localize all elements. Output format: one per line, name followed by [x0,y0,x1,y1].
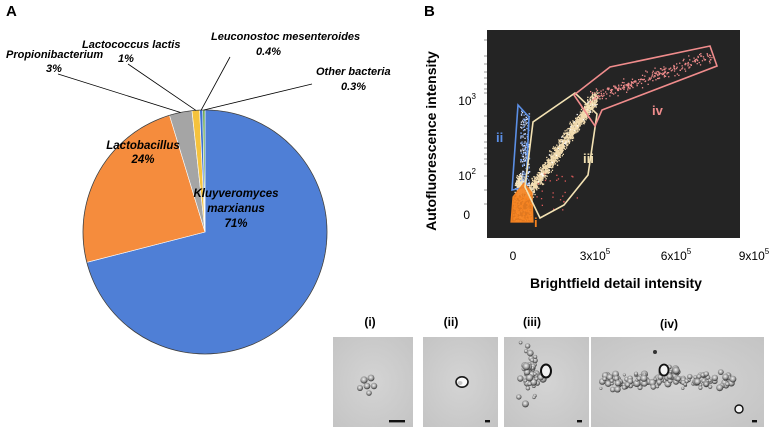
micrograph-iii [504,337,589,427]
x-tick-0: 0 [510,249,517,263]
label-lactobacillus: Lactobacillus [106,140,180,152]
pie-leader-lines [58,57,312,113]
panel-b-letter: B [424,3,435,20]
x-tick-3e5: 3x105 [580,247,611,263]
label-leuconostoc: Leuconostoc mesenteroides [211,31,360,43]
pct-lactococcus: 1% [118,53,134,65]
y-tick-0: 0 [463,208,470,222]
caption-ii: (ii) [444,315,459,329]
gate-iii-label: iii [583,151,594,166]
caption-i: (i) [364,315,375,329]
x-axis-title: Brightfield detail intensity [530,275,702,291]
micrograph-iv [591,337,764,427]
label-other-bacteria: Other bacteria [316,66,391,78]
pct-leuconostoc: 0.4% [256,46,281,58]
leader-line-leuconostoc-mesenteroides [201,57,230,110]
scale-bar-ii [485,420,490,422]
pct-kluyveromyces: 71% [224,218,247,230]
gate-iv-label: iv [652,103,664,118]
micrograph-ii [423,337,498,427]
leader-line-lactococcus-lactis [128,64,196,110]
pct-lactobacillus: 24% [130,154,154,166]
scale-bar-iii [577,420,582,422]
scale-bar-i [389,420,405,422]
y-axis-title: Autofluorescence intensity [423,51,439,231]
y-axis-minor-ticks [484,40,487,204]
micrograph-i [333,337,413,427]
gate-i-label: i [534,215,538,230]
leader-line-other-bacteria [204,84,312,110]
scale-bar-iv [752,420,757,422]
x-tick-9e5: 9x105 [739,247,770,263]
y-tick-1000: 103 [458,92,476,108]
caption-iii: (iii) [523,315,541,329]
gate-ii-label: ii [496,130,503,145]
label-propionibacterium: Propionibacterium [6,49,103,61]
caption-iv: (iv) [660,317,678,331]
pct-propionibacterium: 3% [46,63,62,75]
figure: A Lactococcus lactis 1% Propionibacteriu… [0,0,778,430]
pct-other-bacteria: 0.3% [341,81,366,93]
y-tick-100: 102 [458,167,476,183]
x-tick-6e5: 6x105 [661,247,692,263]
panel-a-letter: A [6,3,17,20]
label-kluyveromyces-1: Kluyveromyces [193,188,278,200]
leader-line-propionibacterium [58,74,181,113]
label-kluyveromyces-2: marxianus [207,203,265,215]
